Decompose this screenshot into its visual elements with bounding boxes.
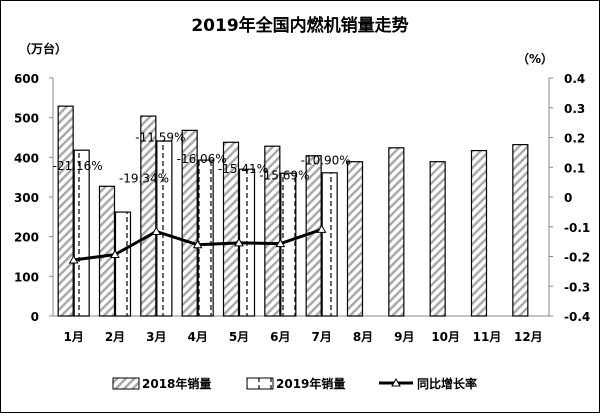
data-label: -15.41% [218,162,268,176]
right-tick-label: -0.1 [564,221,590,235]
bar-2018 [346,161,364,317]
bar-2018 [140,115,157,317]
bar-2018 [57,105,74,317]
x-tick-label: 12月 [514,330,543,344]
x-tick-label: 10月 [431,330,460,344]
data-label: -11.59% [135,130,185,144]
bar-2019 [197,159,214,317]
x-tick-label: 7月 [311,330,331,344]
x-tick-label: 3月 [146,330,166,344]
data-label: -10.90% [301,153,351,167]
left-tick-label: 600 [14,72,39,86]
right-tick-label: 0 [564,191,572,205]
right-tick-label: 0.2 [564,132,585,146]
data-label: -15.69% [259,169,309,183]
bar-2018 [98,185,116,317]
bar-2019 [73,149,90,317]
growth-rate-marker [316,224,327,233]
right-tick-label: 0.3 [564,102,585,116]
left-tick-label: 300 [14,191,39,205]
bar-2018 [429,161,446,317]
bar-2018 [388,147,405,317]
x-tick-label: 2月 [105,330,125,344]
left-tick-label: 0 [31,310,39,324]
left-tick-label: 400 [14,151,39,165]
bar-2018 [222,141,240,317]
legend-label-growth: 同比增长率 [417,376,477,391]
right-tick-label: 0.4 [564,72,585,86]
right-tick-label: -0.3 [564,280,590,294]
x-tick-label: 8月 [353,330,373,344]
left-tick-label: 500 [14,112,39,126]
x-tick-label: 6月 [270,330,290,344]
bar-2018 [470,149,488,317]
growth-rate-marker [151,226,162,235]
legend-swatch-2018 [112,377,140,390]
bar-2019 [114,211,132,317]
legend-label-2019: 2019年销量 [276,376,345,391]
chart-title: 2019年全国内燃机销量走势 [191,15,408,36]
right-axis-unit: （%） [517,51,553,66]
right-tick-label: 0.1 [564,161,585,175]
data-label: -19.34% [119,172,169,186]
growth-rate-marker [192,239,203,249]
bar-2018 [512,144,529,317]
data-label: -16.06% [177,152,227,166]
bar-2018 [181,129,198,317]
left-tick-label: 200 [14,231,39,245]
x-tick-label: 5月 [229,330,249,344]
x-tick-label: 11月 [473,330,502,344]
legend-swatch-2019 [246,377,274,390]
growth-rate-marker [275,238,286,248]
left-axis-unit: （万台） [19,41,67,56]
growth-rate-marker [110,249,120,259]
x-tick-label: 1月 [63,330,83,344]
growth-rate-marker [68,254,79,264]
x-tick-label: 4月 [187,330,207,344]
right-tick-label: -0.2 [564,251,590,265]
left-tick-label: 100 [14,270,39,284]
legend-label-2018: 2018年销量 [142,376,211,391]
x-tick-label: 9月 [394,330,414,344]
legend-triangle-icon [391,377,401,387]
bar-2018 [264,145,281,317]
data-label: -21.16% [53,159,103,173]
right-tick-label: -0.4 [564,310,590,324]
growth-rate-marker [234,237,244,247]
bar-2019 [156,140,173,317]
bar-2019 [321,172,338,317]
